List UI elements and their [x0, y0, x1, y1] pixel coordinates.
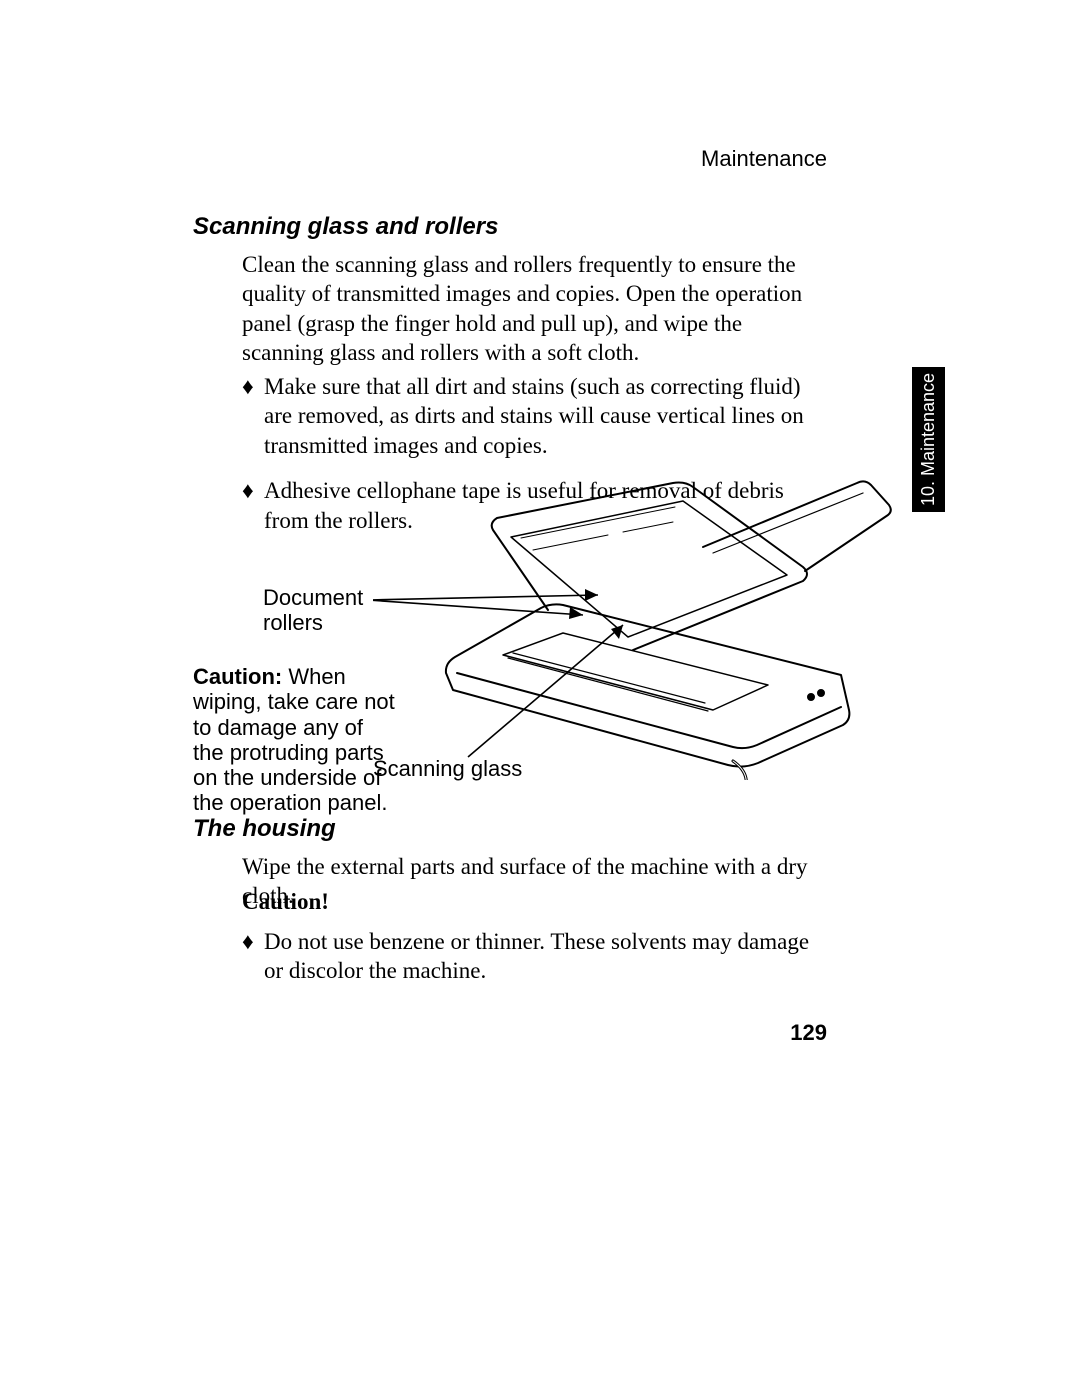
section1-body: Clean the scanning glass and rollers fre… [242, 250, 827, 368]
caution-heading: Caution! [242, 889, 329, 915]
section2-bullets: ♦ Do not use benzene or thinner. These s… [242, 927, 832, 986]
section2-body: Wipe the external parts and surface of t… [242, 852, 832, 911]
bullet-icon: ♦ [242, 372, 264, 460]
section-heading-scanning: Scanning glass and rollers [193, 213, 498, 241]
manual-page: Maintenance Scanning glass and rollers C… [0, 0, 1080, 1397]
callout-document-rollers: Document rollers [263, 585, 383, 636]
page-number: 129 [790, 1020, 827, 1046]
bullet-text: Make sure that all dirt and stains (such… [264, 372, 832, 460]
printer-line-art [373, 475, 893, 780]
callout-caution-note: Caution: When wiping, take care not to d… [193, 664, 398, 816]
running-header: Maintenance [701, 146, 827, 172]
list-item: ♦ Make sure that all dirt and stains (su… [242, 372, 832, 460]
section-heading-housing: The housing [193, 815, 336, 843]
list-item: ♦ Do not use benzene or thinner. These s… [242, 927, 832, 986]
chapter-tab-label: 10. Maintenance [918, 373, 939, 506]
caution-label: Caution: [193, 664, 282, 689]
bullet-icon: ♦ [242, 927, 264, 986]
bullet-text: Do not use benzene or thinner. These sol… [264, 927, 832, 986]
printer-diagram: Document rollers Caution: When wiping, t… [193, 475, 893, 795]
callout-scanning-glass: Scanning glass [373, 756, 573, 781]
chapter-tab: 10. Maintenance [912, 367, 945, 512]
